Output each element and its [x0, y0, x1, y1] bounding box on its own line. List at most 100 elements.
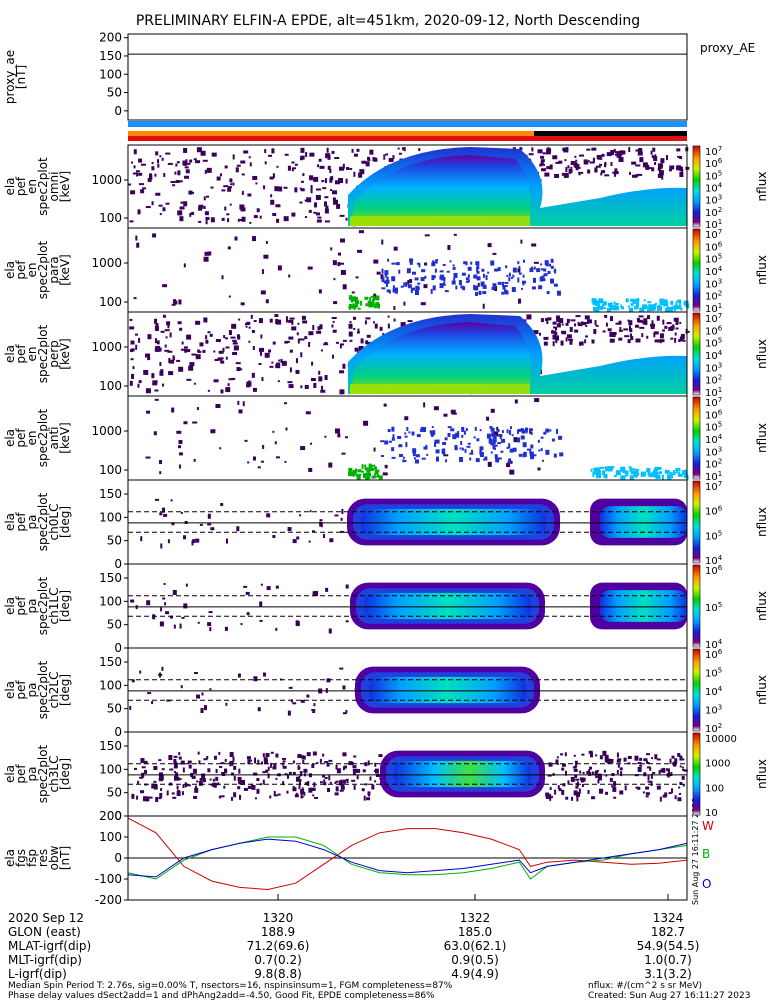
noise-dot [340, 785, 345, 790]
noise-dot [176, 430, 182, 434]
noise-dot [556, 290, 561, 296]
noise-dot [479, 429, 482, 432]
spectrum-core [350, 155, 531, 226]
colorbar-tick-label: 105 [705, 529, 722, 542]
panel-en-para-ylabel-line: pef [14, 260, 28, 280]
noise-dot [332, 197, 336, 201]
noise-dot [351, 291, 355, 294]
noise-dot [219, 765, 223, 768]
noise-dot [346, 780, 349, 784]
noise-dot [614, 151, 620, 154]
noise-dot [220, 389, 224, 394]
noise-dot [324, 761, 329, 764]
panel-pa-ch1-ylabel-line: ch1LC [47, 588, 61, 625]
noise-dot [477, 282, 480, 287]
noise-dot [339, 789, 344, 792]
noise-dot [581, 753, 585, 756]
noise-dot [238, 409, 243, 414]
noise-dot [318, 370, 321, 375]
noise-dot [319, 521, 322, 527]
noise-dot [668, 326, 674, 331]
noise-dot [227, 187, 232, 192]
noise-dot [207, 331, 211, 334]
panel-pa-ch0-ytick-label: 100 [99, 510, 122, 524]
noise-dot [334, 792, 339, 796]
noise-dot [264, 161, 267, 165]
noise-dot [565, 796, 569, 800]
region-bar-red [128, 136, 687, 141]
noise-dot [509, 469, 515, 475]
noise-dot [327, 165, 331, 170]
noise-dot [345, 178, 348, 184]
noise-dot [159, 471, 162, 475]
noise-dot [304, 384, 309, 389]
noise-dot [661, 474, 664, 480]
noise-dot [207, 389, 210, 392]
noise-dot [142, 796, 147, 802]
noise-dot [586, 148, 591, 151]
noise-dot [130, 358, 134, 361]
noise-dot [439, 270, 444, 273]
noise-dot [213, 755, 217, 760]
noise-dot [252, 387, 257, 392]
noise-dot [351, 148, 354, 153]
noise-dot [289, 317, 295, 320]
panel-ae-ytick-label: 0 [114, 104, 122, 118]
noise-dot [605, 322, 608, 327]
noise-dot [372, 302, 375, 306]
noise-dot [595, 754, 598, 757]
noise-dot [671, 755, 675, 759]
noise-dot [395, 262, 400, 266]
noise-dot [292, 787, 297, 792]
panel-bfield-ytick-label: 100 [99, 830, 122, 844]
noise-dot [237, 786, 241, 790]
noise-dot [160, 330, 165, 333]
noise-dot [504, 281, 509, 284]
noise-dot [446, 270, 450, 273]
noise-dot [651, 320, 654, 326]
noise-dot [249, 162, 252, 167]
noise-dot [601, 153, 605, 157]
noise-dot [610, 150, 615, 156]
noise-dot [574, 329, 579, 333]
noise-dot [643, 758, 648, 762]
noise-dot [193, 158, 197, 161]
noise-dot [473, 436, 476, 439]
noise-dot [337, 262, 341, 267]
noise-dot [426, 453, 429, 456]
noise-dot [576, 791, 581, 797]
noise-dot [384, 270, 389, 276]
noise-dot [325, 587, 329, 592]
noise-dot [320, 349, 323, 352]
noise-dot [155, 498, 160, 501]
noise-dot [595, 165, 601, 168]
noise-dot [357, 307, 361, 310]
noise-dot [418, 263, 421, 268]
noise-dot [229, 760, 234, 764]
panel-en-anti-ylabel-line: en [25, 431, 39, 446]
noise-dot [579, 341, 584, 346]
noise-dot [473, 274, 478, 279]
noise-dot [674, 337, 677, 343]
noise-dot [476, 267, 479, 272]
noise-dot [637, 319, 643, 323]
noise-dot [333, 301, 338, 305]
noise-dot [311, 763, 315, 768]
noise-dot [654, 161, 657, 165]
noise-dot [486, 433, 491, 439]
noise-dot [599, 163, 603, 166]
noise-dot [360, 338, 364, 344]
noise-dot [266, 513, 271, 518]
noise-dot [319, 324, 323, 330]
noise-dot [129, 380, 133, 386]
noise-dot [522, 282, 525, 286]
noise-dot [269, 176, 274, 180]
region-bar-orange [128, 131, 687, 136]
noise-dot [673, 307, 676, 312]
noise-dot [204, 169, 207, 174]
noise-dot [259, 351, 262, 356]
colorbar-label: nflux [755, 339, 769, 369]
noise-dot [619, 767, 623, 771]
noise-dot [310, 378, 316, 382]
noise-dot [380, 440, 385, 443]
